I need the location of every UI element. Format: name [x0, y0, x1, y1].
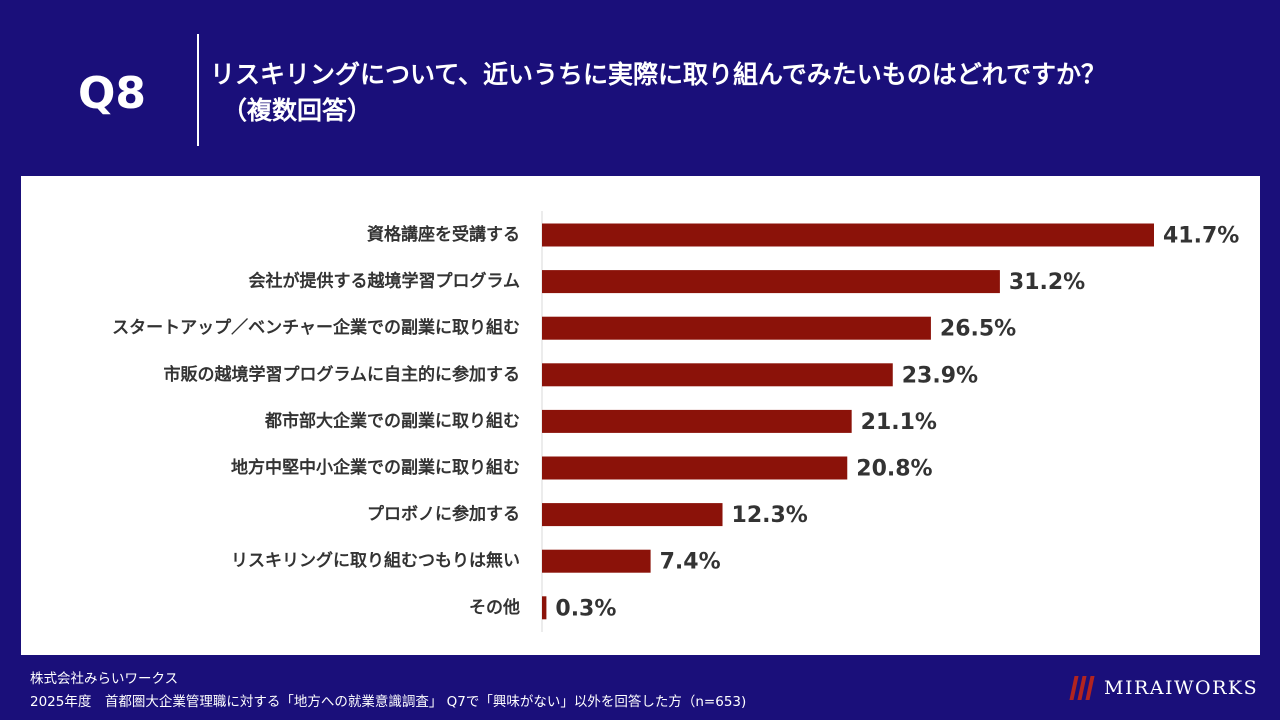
footer-source: 2025年度 首都圏大企業管理職に対する「地方への就業意識調査」 Q7で「興味が…: [30, 694, 747, 710]
category-label: 地方中堅中小企業での副業に取り組む: [231, 457, 520, 478]
header-divider: [197, 34, 199, 146]
bar: [542, 549, 651, 573]
category-label: その他: [469, 597, 520, 618]
question-title: リスキリングについて、近いうちに実際に取り組んでみたいものはどれですか？: [210, 60, 1107, 89]
question-number: Q8: [78, 68, 147, 119]
category-label: プロボノに参加する: [367, 504, 520, 525]
value-label: 20.8%: [856, 457, 932, 482]
logo-text: MIRAIWORKS: [1104, 677, 1259, 699]
value-label: 31.2%: [1009, 270, 1085, 295]
value-label: 41.7%: [1163, 224, 1239, 249]
category-label: 市販の越境学習プログラムに自主的に参加する: [164, 364, 521, 385]
logo-mark-icon: [1069, 676, 1095, 700]
bar: [542, 316, 931, 340]
category-label: 会社が提供する越境学習プログラム: [249, 271, 521, 292]
category-label: 資格講座を受講する: [367, 224, 520, 245]
company-logo: MIRAIWORKS: [1069, 676, 1259, 700]
bar: [542, 223, 1154, 247]
bar-chart: 資格講座を受講する 41.7% 会社が提供する越境学習プログラム 31.2% スタートア…: [112, 211, 1239, 632]
bar: [542, 596, 547, 620]
question-subtitle: （複数回答）: [222, 96, 373, 125]
value-label: 7.4%: [660, 550, 721, 575]
category-label: スタートアップ／ベンチャー企業での副業に取り組む: [112, 317, 520, 338]
footer-company: 株式会社みらいワークス: [30, 671, 179, 687]
bar: [542, 270, 1000, 294]
category-label: リスキリングに取り組むつもりは無い: [231, 550, 520, 571]
chart-panel: 資格講座を受講する 41.7% 会社が提供する越境学習プログラム 31.2% スタートア…: [21, 176, 1260, 655]
bar: [542, 456, 848, 480]
value-label: 0.3%: [555, 596, 616, 621]
value-label: 21.1%: [861, 410, 937, 435]
bar: [542, 503, 723, 527]
value-label: 23.9%: [902, 363, 978, 388]
bar: [542, 363, 893, 387]
category-label: 都市部大企業での副業に取り組む: [264, 410, 520, 431]
value-label: 12.3%: [732, 503, 808, 528]
bar: [542, 409, 852, 433]
value-label: 26.5%: [940, 317, 1016, 342]
